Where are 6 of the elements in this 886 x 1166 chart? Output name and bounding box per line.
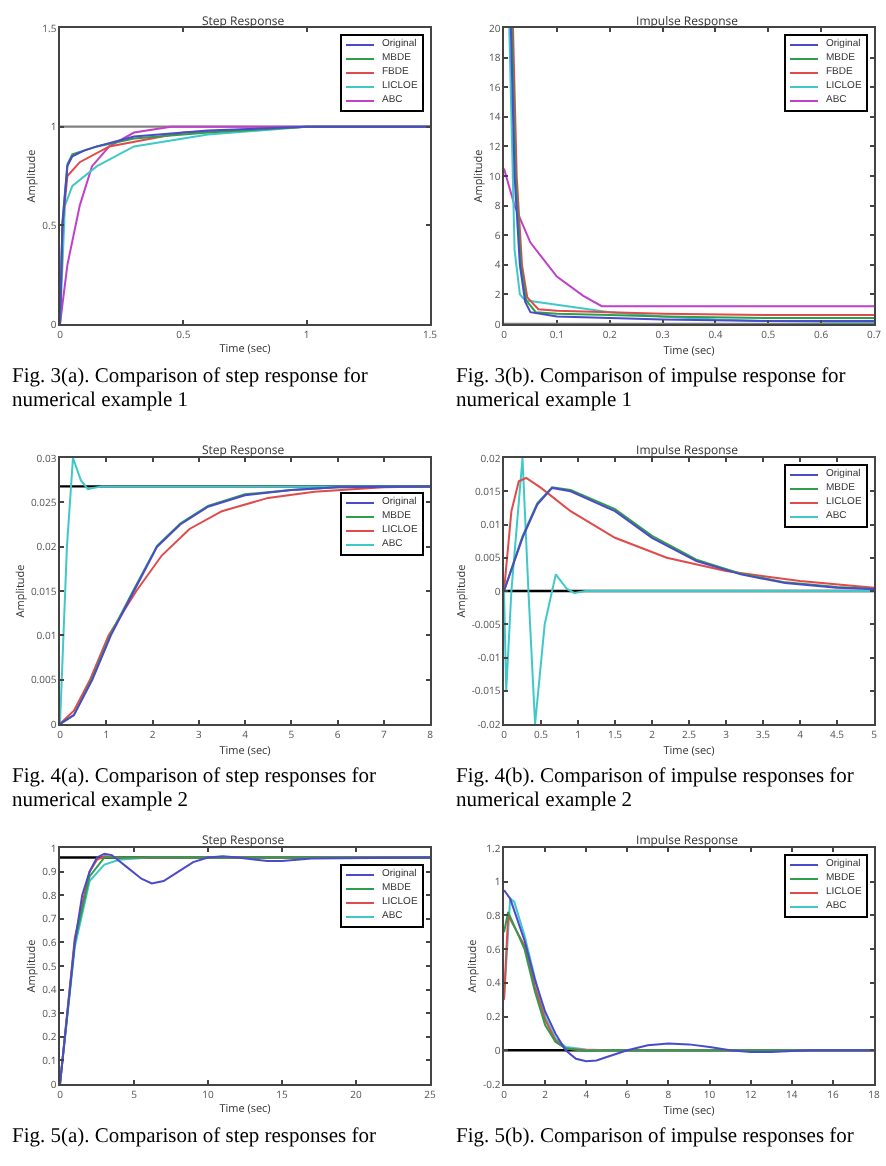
caption: Fig. 4(a). Comparison of step responses for numerical example 2: [12, 766, 378, 814]
caption: Fig. 3(a). Comparison of step response for numerical example 1: [12, 366, 370, 414]
caption: Fig. 3(b). Comparison of impulse response for numerical example 1: [456, 366, 848, 414]
caption: Fig. 4(b). Comparison of impulse responses for numerical example 2: [456, 766, 856, 814]
caption: Fig. 5(b). Comparison of impulse responses for: [456, 1126, 856, 1150]
caption: Fig. 5(a). Comparison of step responses for: [12, 1126, 378, 1150]
